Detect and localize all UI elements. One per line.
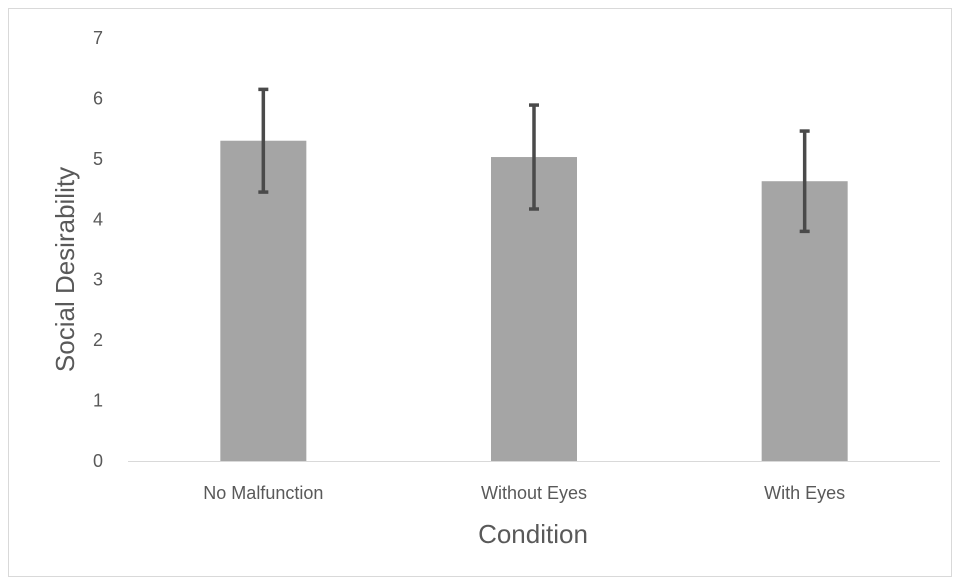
y-tick-label: 0 [93,451,103,471]
error-bar [258,87,269,194]
y-tick-label: 2 [93,330,103,350]
y-tick-label: 6 [93,88,103,108]
y-tick-label: 3 [93,270,103,290]
error-bar [799,129,810,234]
bar [220,140,307,461]
y-axis-title: Social Desirability [50,167,80,372]
error-bars-group [258,87,810,234]
x-tick-label: Without Eyes [481,483,587,503]
y-axis-ticks: 0 1 2 3 4 5 6 7 [93,28,103,471]
y-tick-label: 5 [93,149,103,169]
y-tick-label: 4 [93,209,103,229]
x-axis-title: Condition [478,519,588,549]
x-tick-label: With Eyes [764,483,845,503]
error-bar [529,103,539,211]
x-tick-label: No Malfunction [203,483,323,503]
y-tick-label: 1 [93,391,103,411]
y-tick-label: 7 [93,28,103,48]
x-axis-ticks: No Malfunction Without Eyes With Eyes [203,483,845,503]
bars-group [220,140,848,462]
